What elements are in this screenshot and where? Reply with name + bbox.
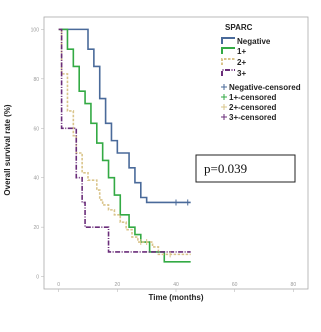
series-line-2plus [58,28,191,256]
x-axis-title: Time (months) [149,293,204,302]
x-tick-label: 40 [173,282,179,288]
legend-swatch [221,37,235,44]
series-line-3plus [58,28,191,253]
p-value-label: p=0.039 [204,161,247,176]
legend-swatch [221,47,235,54]
y-tick-label: 60 [33,126,39,132]
legend-label: Negative [237,37,271,46]
x-tick-label: 80 [291,282,297,288]
legend-label: 1+ [237,47,246,56]
legend-label: 2+-censored [229,103,276,112]
censor-marks [140,199,189,258]
x-tick-label: 20 [115,282,121,288]
legend-title: SPARC [225,23,253,32]
p-value-frame [195,154,296,183]
x-tick-label: 60 [232,282,238,288]
legend-label: 2+ [237,58,246,67]
y-tick-label: 80 [33,77,39,83]
legend-swatch [221,69,235,76]
series-layer [58,28,191,263]
legend-swatch [221,58,235,65]
axis-ticks: 0 20 40 60 80 0 20 40 60 80 100 [31,27,297,292]
plot-frame [43,16,309,290]
y-tick-label: 40 [33,176,39,182]
legend-label: Negative-censored [229,83,301,92]
y-axis-title: Overall survival rate (%) [3,104,12,195]
x-tick-label: 0 [57,282,60,288]
legend-label: 3+-censored [229,113,276,122]
y-tick-label: 20 [33,225,39,231]
series-line-1plus [58,28,191,263]
p-value-box: p=0.039 [195,154,296,183]
legend-label: 1+-censored [229,93,276,102]
series-line-negative [58,28,191,204]
legend-label: 3+ [237,69,246,78]
y-tick-label: 100 [31,27,40,33]
y-tick-label: 0 [36,275,39,281]
